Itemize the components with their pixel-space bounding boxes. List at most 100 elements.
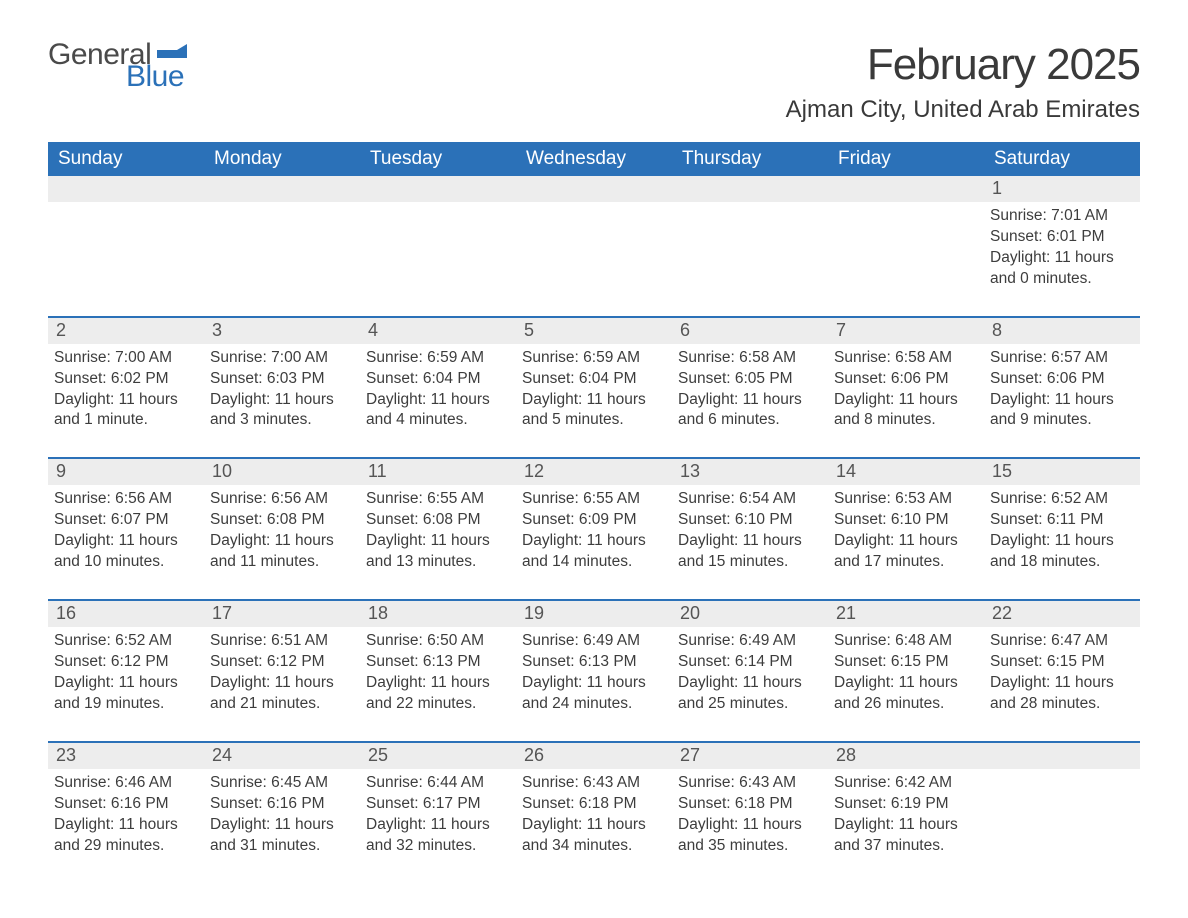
sunset-text: Sunset: 6:15 PM [990, 652, 1132, 673]
day-number: 4 [360, 318, 516, 344]
sunrise-text: Sunrise: 6:52 AM [54, 631, 196, 652]
sunrise-text: Sunrise: 6:43 AM [678, 773, 820, 794]
day-number [672, 176, 828, 202]
week-row: 23Sunrise: 6:46 AMSunset: 6:16 PMDayligh… [48, 741, 1140, 865]
daylight-text: Daylight: 11 hours and 31 minutes. [210, 815, 352, 857]
day-cell: 2Sunrise: 7:00 AMSunset: 6:02 PMDaylight… [48, 318, 204, 440]
sunrise-text: Sunrise: 6:48 AM [834, 631, 976, 652]
sunrise-text: Sunrise: 6:56 AM [54, 489, 196, 510]
daylight-text: Daylight: 11 hours and 6 minutes. [678, 390, 820, 432]
day-number: 20 [672, 601, 828, 627]
day-cell [672, 176, 828, 298]
day-number: 25 [360, 743, 516, 769]
week-row: 16Sunrise: 6:52 AMSunset: 6:12 PMDayligh… [48, 599, 1140, 723]
sunrise-text: Sunrise: 7:00 AM [210, 348, 352, 369]
day-cell: 17Sunrise: 6:51 AMSunset: 6:12 PMDayligh… [204, 601, 360, 723]
day-body [516, 202, 672, 296]
sunset-text: Sunset: 6:04 PM [366, 369, 508, 390]
sunset-text: Sunset: 6:05 PM [678, 369, 820, 390]
day-number [828, 176, 984, 202]
sunrise-text: Sunrise: 7:00 AM [54, 348, 196, 369]
sunrise-text: Sunrise: 6:57 AM [990, 348, 1132, 369]
sunset-text: Sunset: 6:06 PM [834, 369, 976, 390]
sunset-text: Sunset: 6:07 PM [54, 510, 196, 531]
day-number: 13 [672, 459, 828, 485]
sunrise-text: Sunrise: 6:58 AM [834, 348, 976, 369]
sunrise-text: Sunrise: 6:59 AM [522, 348, 664, 369]
day-body: Sunrise: 6:48 AMSunset: 6:15 PMDaylight:… [828, 627, 984, 723]
day-number: 28 [828, 743, 984, 769]
sunrise-text: Sunrise: 6:55 AM [522, 489, 664, 510]
day-body: Sunrise: 6:52 AMSunset: 6:12 PMDaylight:… [48, 627, 204, 723]
sunrise-text: Sunrise: 6:52 AM [990, 489, 1132, 510]
sunset-text: Sunset: 6:08 PM [210, 510, 352, 531]
day-body: Sunrise: 7:00 AMSunset: 6:03 PMDaylight:… [204, 344, 360, 440]
day-header: Wednesday [516, 142, 672, 176]
day-cell: 24Sunrise: 6:45 AMSunset: 6:16 PMDayligh… [204, 743, 360, 865]
day-body: Sunrise: 6:43 AMSunset: 6:18 PMDaylight:… [516, 769, 672, 865]
sunrise-text: Sunrise: 6:49 AM [678, 631, 820, 652]
day-number: 7 [828, 318, 984, 344]
day-cell: 5Sunrise: 6:59 AMSunset: 6:04 PMDaylight… [516, 318, 672, 440]
day-cell: 27Sunrise: 6:43 AMSunset: 6:18 PMDayligh… [672, 743, 828, 865]
sunrise-text: Sunrise: 6:56 AM [210, 489, 352, 510]
day-cell: 28Sunrise: 6:42 AMSunset: 6:19 PMDayligh… [828, 743, 984, 865]
day-body: Sunrise: 6:57 AMSunset: 6:06 PMDaylight:… [984, 344, 1140, 440]
day-number: 21 [828, 601, 984, 627]
sunset-text: Sunset: 6:03 PM [210, 369, 352, 390]
daylight-text: Daylight: 11 hours and 29 minutes. [54, 815, 196, 857]
daylight-text: Daylight: 11 hours and 25 minutes. [678, 673, 820, 715]
day-body [672, 202, 828, 296]
day-body [48, 202, 204, 296]
daylight-text: Daylight: 11 hours and 37 minutes. [834, 815, 976, 857]
daylight-text: Daylight: 11 hours and 0 minutes. [990, 248, 1132, 290]
day-cell: 23Sunrise: 6:46 AMSunset: 6:16 PMDayligh… [48, 743, 204, 865]
day-number: 6 [672, 318, 828, 344]
day-cell: 19Sunrise: 6:49 AMSunset: 6:13 PMDayligh… [516, 601, 672, 723]
day-number: 3 [204, 318, 360, 344]
day-number: 16 [48, 601, 204, 627]
day-cell [984, 743, 1140, 865]
sunrise-text: Sunrise: 6:53 AM [834, 489, 976, 510]
sunrise-text: Sunrise: 6:58 AM [678, 348, 820, 369]
day-body: Sunrise: 6:44 AMSunset: 6:17 PMDaylight:… [360, 769, 516, 865]
sunset-text: Sunset: 6:18 PM [678, 794, 820, 815]
daylight-text: Daylight: 11 hours and 32 minutes. [366, 815, 508, 857]
header: General Blue February 2025 Ajman City, U… [48, 40, 1140, 124]
calendar: SundayMondayTuesdayWednesdayThursdayFrid… [48, 142, 1140, 864]
day-number: 8 [984, 318, 1140, 344]
week-row: 2Sunrise: 7:00 AMSunset: 6:02 PMDaylight… [48, 316, 1140, 440]
day-number: 23 [48, 743, 204, 769]
day-number [360, 176, 516, 202]
daylight-text: Daylight: 11 hours and 9 minutes. [990, 390, 1132, 432]
daylight-text: Daylight: 11 hours and 10 minutes. [54, 531, 196, 573]
sunset-text: Sunset: 6:11 PM [990, 510, 1132, 531]
day-body: Sunrise: 6:50 AMSunset: 6:13 PMDaylight:… [360, 627, 516, 723]
week-row: 1Sunrise: 7:01 AMSunset: 6:01 PMDaylight… [48, 176, 1140, 298]
daylight-text: Daylight: 11 hours and 8 minutes. [834, 390, 976, 432]
day-body: Sunrise: 6:55 AMSunset: 6:08 PMDaylight:… [360, 485, 516, 581]
sunrise-text: Sunrise: 6:46 AM [54, 773, 196, 794]
daylight-text: Daylight: 11 hours and 4 minutes. [366, 390, 508, 432]
day-body: Sunrise: 6:47 AMSunset: 6:15 PMDaylight:… [984, 627, 1140, 723]
day-body: Sunrise: 6:42 AMSunset: 6:19 PMDaylight:… [828, 769, 984, 865]
sunrise-text: Sunrise: 6:55 AM [366, 489, 508, 510]
day-cell: 26Sunrise: 6:43 AMSunset: 6:18 PMDayligh… [516, 743, 672, 865]
day-body: Sunrise: 6:51 AMSunset: 6:12 PMDaylight:… [204, 627, 360, 723]
sunset-text: Sunset: 6:13 PM [522, 652, 664, 673]
day-header: Friday [828, 142, 984, 176]
day-body: Sunrise: 6:45 AMSunset: 6:16 PMDaylight:… [204, 769, 360, 865]
day-number: 22 [984, 601, 1140, 627]
day-number: 12 [516, 459, 672, 485]
day-cell [516, 176, 672, 298]
day-number [204, 176, 360, 202]
daylight-text: Daylight: 11 hours and 14 minutes. [522, 531, 664, 573]
sunset-text: Sunset: 6:10 PM [678, 510, 820, 531]
daylight-text: Daylight: 11 hours and 5 minutes. [522, 390, 664, 432]
logo: General Blue [48, 40, 187, 92]
day-body: Sunrise: 6:53 AMSunset: 6:10 PMDaylight:… [828, 485, 984, 581]
daylight-text: Daylight: 11 hours and 18 minutes. [990, 531, 1132, 573]
day-body: Sunrise: 6:54 AMSunset: 6:10 PMDaylight:… [672, 485, 828, 581]
day-body: Sunrise: 6:58 AMSunset: 6:05 PMDaylight:… [672, 344, 828, 440]
day-cell [204, 176, 360, 298]
